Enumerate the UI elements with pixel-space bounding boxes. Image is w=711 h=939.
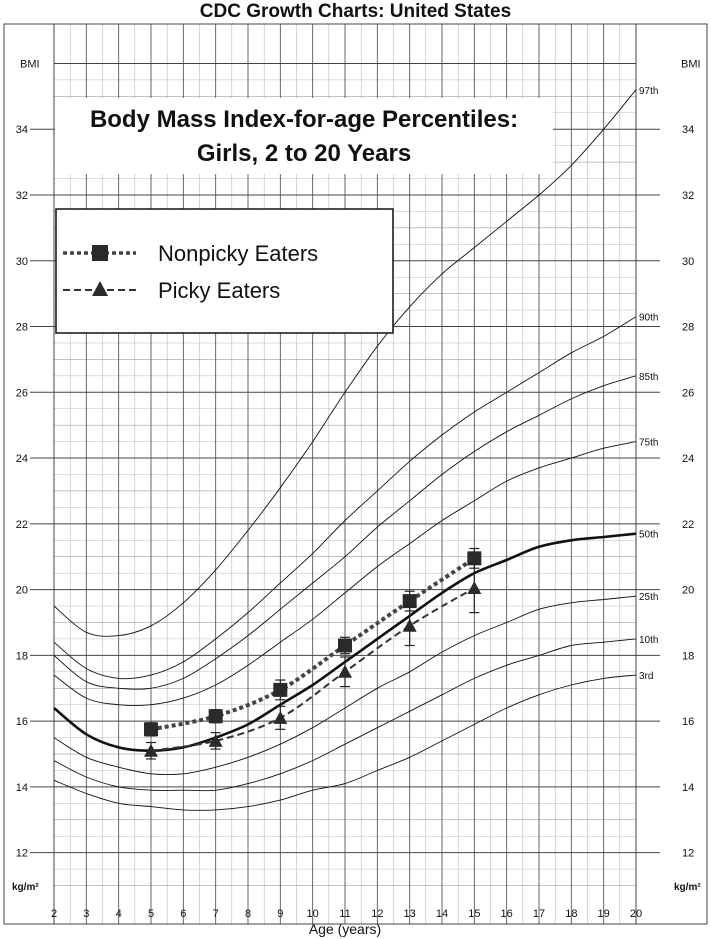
x-tick-label: 10 [307,908,319,920]
unit-label-right: kg/m² [674,882,701,893]
x-tick-label: 15 [468,908,480,920]
y-tick-label: 30 [16,256,28,268]
x-tick-label: 14 [436,908,448,920]
data-point-square [402,594,417,609]
y-tick-label: 32 [16,190,28,202]
x-tick-label: 11 [339,908,350,920]
legend: Nonpicky Eaters Picky Eaters [55,208,394,334]
y-axis-label-left: BMI [20,58,40,70]
x-tick-label: 4 [116,908,122,920]
x-tick-label: 17 [533,908,545,920]
y-tick-label: 18 [682,650,694,662]
percentile-label-90th: 90th [639,313,658,324]
legend-label-nonpicky: Nonpicky Eaters [158,241,318,266]
data-point-triangle [402,618,417,632]
percentile-curve-25th [53,595,637,775]
y-axis-label-right: BMI [681,58,701,70]
percentile-label-50th: 50th [639,530,658,541]
y-tick-label: 24 [682,453,694,465]
x-axis: 2 3 4 5 6 7 8 9 10 11 12 13 14 15 16 17 18 19 20 [51,908,642,920]
y-tick-label: 34 [682,124,694,136]
percentile-label-85th: 85th [639,372,658,383]
data-point-square [338,638,352,653]
y-tick-label: 24 [16,453,28,465]
y-tick-label: 26 [16,387,28,399]
x-tick-label: 2 [51,908,57,920]
page-title: CDC Growth Charts: United States [199,1,512,22]
x-tick-label: 20 [630,908,642,920]
percentile-label-10th: 10th [639,635,658,646]
legend-square-marker [92,245,108,261]
legend-label-picky: Picky Eaters [158,278,280,303]
data-point-square [273,682,288,697]
series-line-picky [150,587,475,752]
chart-title: Body Mass Index-for-age Percentiles: [90,106,518,133]
legend-triangle-marker [92,281,108,296]
chart-subtitle: Girls, 2 to 20 Years [197,140,411,167]
data-point-square [144,722,158,737]
percentile-curve-75th [53,441,637,706]
percentile-curve-85th [53,375,637,690]
data-point-triangle [273,710,288,724]
y-tick-label: 20 [682,585,694,597]
x-tick-label: 5 [148,908,154,920]
y-tick-label: 12 [682,848,694,860]
x-tick-label: 18 [565,908,577,920]
data-point-square [467,551,482,566]
y-tick-label: 16 [16,716,28,728]
y-tick-label: 34 [16,124,28,136]
x-tick-label: 13 [404,908,416,920]
percentile-label-97th: 97th [639,86,658,97]
y-tick-label: 28 [682,322,694,334]
x-tick-label: 9 [277,908,283,920]
x-axis-label: Age (years) [309,921,381,937]
y-axis-left: 12 14 16 18 20 22 24 26 28 30 32 34 [16,124,54,860]
percentile-label-3rd: 3rd [639,671,653,682]
percentile-curve-3rd [53,674,637,811]
y-tick-label: 14 [682,782,694,794]
y-tick-label: 30 [682,256,694,268]
y-tick-label: 28 [16,322,28,334]
x-tick-label: 16 [501,908,513,920]
unit-label-left: kg/m² [12,882,39,893]
chart-title-box [55,98,553,174]
x-tick-label: 12 [371,908,383,920]
y-tick-label: 32 [682,190,694,202]
x-tick-label: 3 [83,908,89,920]
x-tick-label: 7 [213,908,219,920]
y-tick-label: 14 [16,782,28,794]
percentile-labels: 97th 90th 85th 75th 50th 25th 10th 3rd [639,86,658,682]
y-tick-label: 16 [682,716,694,728]
percentile-label-75th: 75th [639,438,658,449]
y-tick-label: 18 [16,650,28,662]
data-point-triangle [208,733,223,747]
y-axis-right: 12 14 16 18 20 22 24 26 28 30 32 34 [636,124,694,860]
x-tick-label: 8 [245,908,251,920]
y-tick-label: 26 [682,387,694,399]
y-tick-label: 22 [682,519,694,531]
x-tick-label: 6 [180,908,186,920]
percentile-curve-10th [53,638,637,792]
y-tick-label: 20 [16,585,28,597]
data-series [144,547,482,760]
data-point-triangle [467,580,482,594]
percentile-label-25th: 25th [639,592,658,603]
y-tick-label: 22 [16,519,28,531]
data-point-triangle [338,664,352,678]
chart-frame [3,23,708,925]
percentile-curve-90th [53,316,637,680]
x-tick-label: 19 [598,908,610,920]
data-point-triangle [144,743,158,757]
percentile-curve-97th [53,89,637,637]
y-tick-label: 12 [16,848,28,860]
data-point-square [208,709,223,724]
legend-box [55,208,394,334]
